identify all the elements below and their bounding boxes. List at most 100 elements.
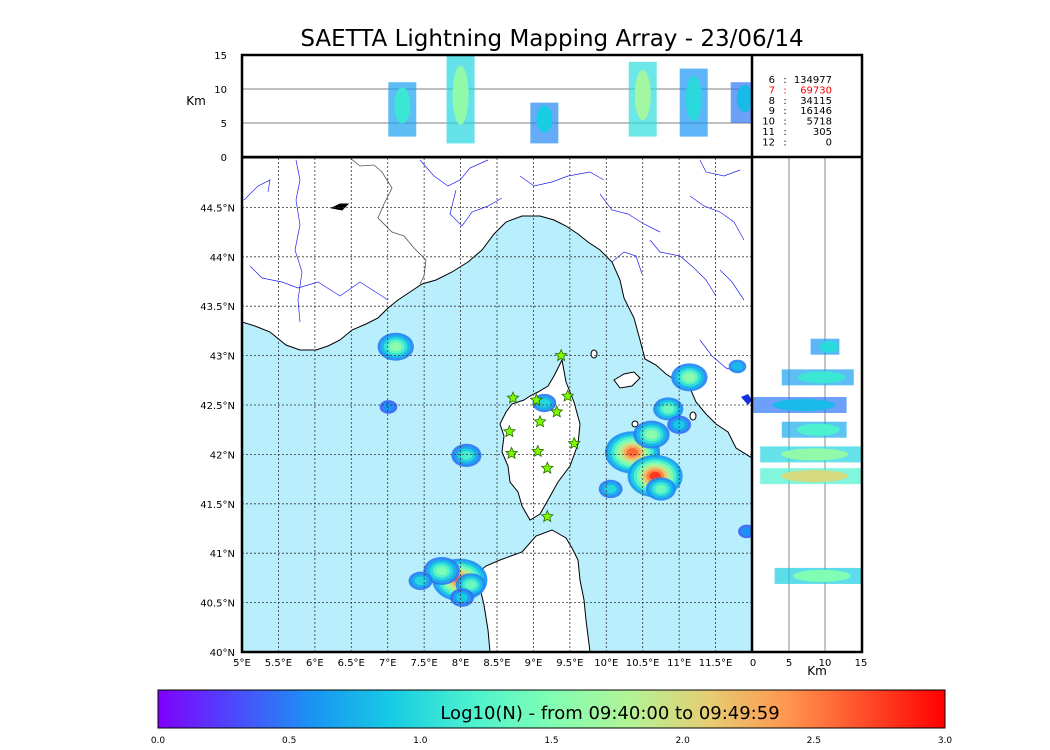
cell-density-ring: [731, 362, 744, 371]
cell-density-ring: [741, 527, 752, 536]
station-count-value: 16146: [800, 106, 832, 117]
lon-tick-label: 9°E: [525, 658, 543, 669]
altitude-y-tick-label: 15: [214, 51, 227, 62]
lon-tick-label: 7°E: [379, 658, 397, 669]
lightning-cell: [671, 363, 708, 392]
altitude-y-tick-label: 10: [214, 85, 227, 96]
cell-density-ring: [435, 566, 448, 576]
station-count-separator: :: [783, 117, 786, 128]
station-count-row: 8: 34115: [769, 96, 832, 107]
lon-tick-label: 5°E: [233, 658, 251, 669]
top-km-label: Km: [186, 94, 206, 108]
station-count-row: 12: 0: [762, 137, 832, 148]
side-km-label: Km: [807, 664, 827, 678]
lon-tick-label: 10°E: [594, 658, 618, 669]
altitude-lon-core: [634, 70, 651, 121]
altitude-lat-core: [781, 470, 849, 483]
station-count-row: 6:134977: [769, 75, 832, 86]
station-count-value: 134977: [794, 75, 832, 86]
altitude-x-tick-label: 10: [819, 658, 832, 669]
station-star: [504, 446, 519, 460]
lon-tick-label: 10.5°E: [626, 658, 660, 669]
colorbar-gradient: [157, 689, 946, 729]
station-count-value: 305: [813, 127, 832, 138]
lightning-cell: [408, 571, 433, 591]
altitude-lat-cell: [781, 421, 847, 438]
altitude-lon-panel-background: [242, 55, 752, 157]
lat-tick-label: 42°N: [210, 450, 235, 461]
station-count-separator: :: [783, 106, 786, 117]
cell-density-ring: [645, 430, 658, 440]
station-star: [502, 424, 517, 438]
station-star: [561, 389, 575, 402]
station-star: [550, 404, 564, 418]
corsica-land: [499, 358, 581, 521]
station-count-value: 0: [826, 137, 832, 148]
altitude-lon-marks: [388, 55, 752, 144]
lat-tick-label: 42.5°N: [200, 401, 235, 412]
lat-tick-label: 40°N: [210, 648, 235, 659]
colorbar-ticks: 0.0 0.5 1.0 1.5 2.0 2.5 3.0: [151, 736, 953, 746]
lon-tick-label: 11°E: [667, 658, 691, 669]
colorbar-tick-label: 2.0: [676, 736, 691, 746]
station-count-id: 7: [769, 85, 775, 96]
altitude-lon-core: [736, 85, 752, 113]
station-count-id: 8: [769, 96, 775, 107]
altitude-lat-cell: [760, 468, 861, 485]
station-count-row: 10: 5718: [762, 117, 832, 128]
lightning-cell: [633, 420, 670, 449]
colorbar-tick-label: 1.5: [544, 736, 558, 746]
giglio-island: [689, 411, 697, 421]
altitude-x-tick-label: 15: [855, 658, 868, 669]
country-border-north: [349, 158, 375, 167]
lightning-cell: [598, 479, 623, 499]
altitude-lat-core: [793, 569, 851, 582]
longitude-ticks: 5°E 5.5°E 6°E 6.5°E 7°E 7.5°E 8°E 8.5°E 9°E 9.5°E…: [233, 658, 732, 669]
colorbar: Log10(N) - from 09:40:00 to 09:49:59 0.0…: [151, 689, 953, 746]
station-star: [529, 393, 543, 406]
montecristo-island: [631, 420, 639, 428]
altitude-lat-core: [772, 399, 835, 411]
cell-density-ring: [673, 420, 685, 430]
lightning-cell: [645, 477, 677, 501]
station-count-id: 9: [769, 106, 775, 117]
lon-tick-label: 9.5°E: [556, 658, 583, 669]
colorbar-tick-label: 0.5: [282, 736, 296, 746]
lightning-cell: [450, 588, 474, 607]
cell-density-ring: [390, 342, 402, 352]
colorbar-label: Log10(N) - from 09:40:00 to 09:49:59: [440, 703, 779, 724]
station-count-separator: :: [783, 75, 786, 86]
lat-tick-label: 41°N: [210, 549, 235, 560]
station-count-id: 11: [762, 127, 775, 138]
lightning-cell: [653, 397, 684, 421]
lightning-cell: [377, 332, 414, 361]
station-count-id: 10: [762, 117, 775, 128]
station-star: [533, 414, 547, 428]
altitude-lat-panel: 0 5 10 15 Km: [750, 158, 868, 678]
lon-tick-label: 11.5°E: [699, 658, 733, 669]
altitude-lat-cell: [760, 446, 861, 463]
altitude-y-tick-label: 5: [221, 119, 227, 130]
altitude-lon-core: [685, 75, 702, 122]
altitude-lon-panel: 0 5 10 15 Km: [186, 51, 752, 164]
altitude-lat-core: [796, 423, 840, 436]
altitude-lat-cell: [753, 397, 847, 413]
elba-island: [613, 371, 641, 389]
colorbar-tick-label: 3.0: [938, 736, 953, 746]
altitude-lon-y-ticks: 0 5 10 15: [214, 51, 227, 164]
station-count-separator: :: [783, 137, 786, 148]
station-count-value: 69730: [800, 85, 832, 96]
altitude-lat-x-ticks: 0 5 10 15: [750, 658, 868, 669]
altitude-lon-cell: [446, 55, 475, 144]
cell-density-ring: [414, 576, 427, 586]
lon-tick-label: 8°E: [452, 658, 470, 669]
station-star: [567, 436, 581, 450]
station-star: [531, 444, 545, 458]
country-border: [373, 164, 427, 285]
mainland-land: [242, 158, 752, 459]
lightning-density-cells: [377, 332, 752, 607]
figure-title: SAETTA Lightning Mapping Array - 23/06/1…: [300, 26, 803, 52]
lightning-cell: [423, 556, 460, 585]
